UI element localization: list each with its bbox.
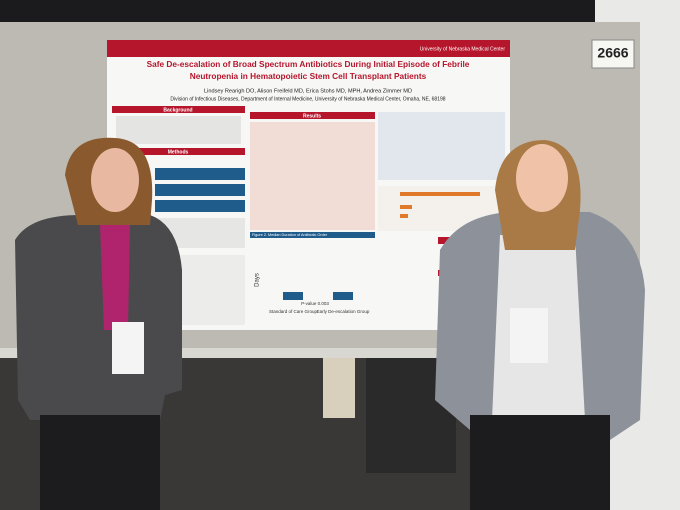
group-label: Early De-escalation Group — [317, 309, 370, 314]
section-bar — [112, 148, 245, 155]
flow-box — [155, 200, 245, 212]
chart-bar — [400, 205, 412, 209]
flow-box — [155, 184, 245, 196]
figure-box — [283, 292, 303, 300]
section-bar — [112, 106, 245, 113]
section-heading: Background — [163, 107, 192, 113]
institution: University of Nebraska Medical Center — [420, 46, 506, 52]
section-heading: Results — [303, 113, 321, 119]
person-right-pants — [470, 415, 610, 510]
figure-caption: Figure 2. Median Duration of Antibiotic … — [252, 233, 328, 237]
chart-bar — [400, 214, 408, 218]
board-frame — [0, 348, 640, 358]
booth-sign — [591, 39, 635, 69]
ceiling — [0, 0, 680, 22]
person-right-face — [516, 144, 568, 212]
results-table — [250, 122, 375, 230]
text-block — [116, 116, 241, 144]
p-value: P-value 0.003 — [301, 301, 329, 306]
figure-caption-bar — [250, 232, 375, 238]
person-right-badge — [510, 308, 548, 363]
poster-title: Neutropenia in Hematopoietic Stem Cell T… — [190, 71, 427, 81]
figure-y-label: Days — [255, 273, 261, 287]
person-left-face — [91, 148, 139, 212]
figure-box — [333, 292, 353, 300]
person-left-pants — [40, 415, 160, 510]
booth-number: 2666 — [597, 45, 628, 61]
flow-box — [155, 168, 245, 180]
results-table — [378, 112, 505, 180]
person-left-badge — [112, 322, 144, 374]
background-person — [323, 358, 355, 418]
poster-authors: Lindsey Rearigh DO, Alison Freifeld MD, … — [204, 88, 412, 94]
poster-title: Safe De-escalation of Broad Spectrum Ant… — [147, 59, 470, 69]
text-block — [178, 255, 245, 325]
section-heading: Methods — [168, 149, 189, 155]
chart-bar — [400, 192, 480, 196]
poster-header-bar — [107, 40, 510, 57]
person-left-shirt — [100, 225, 130, 330]
group-label: Standard of Care Group — [269, 309, 318, 314]
poster-affiliation: Division of Infectious Diseases, Departm… — [170, 96, 445, 102]
section-bar — [250, 112, 375, 119]
person-left-blazer — [15, 215, 182, 420]
